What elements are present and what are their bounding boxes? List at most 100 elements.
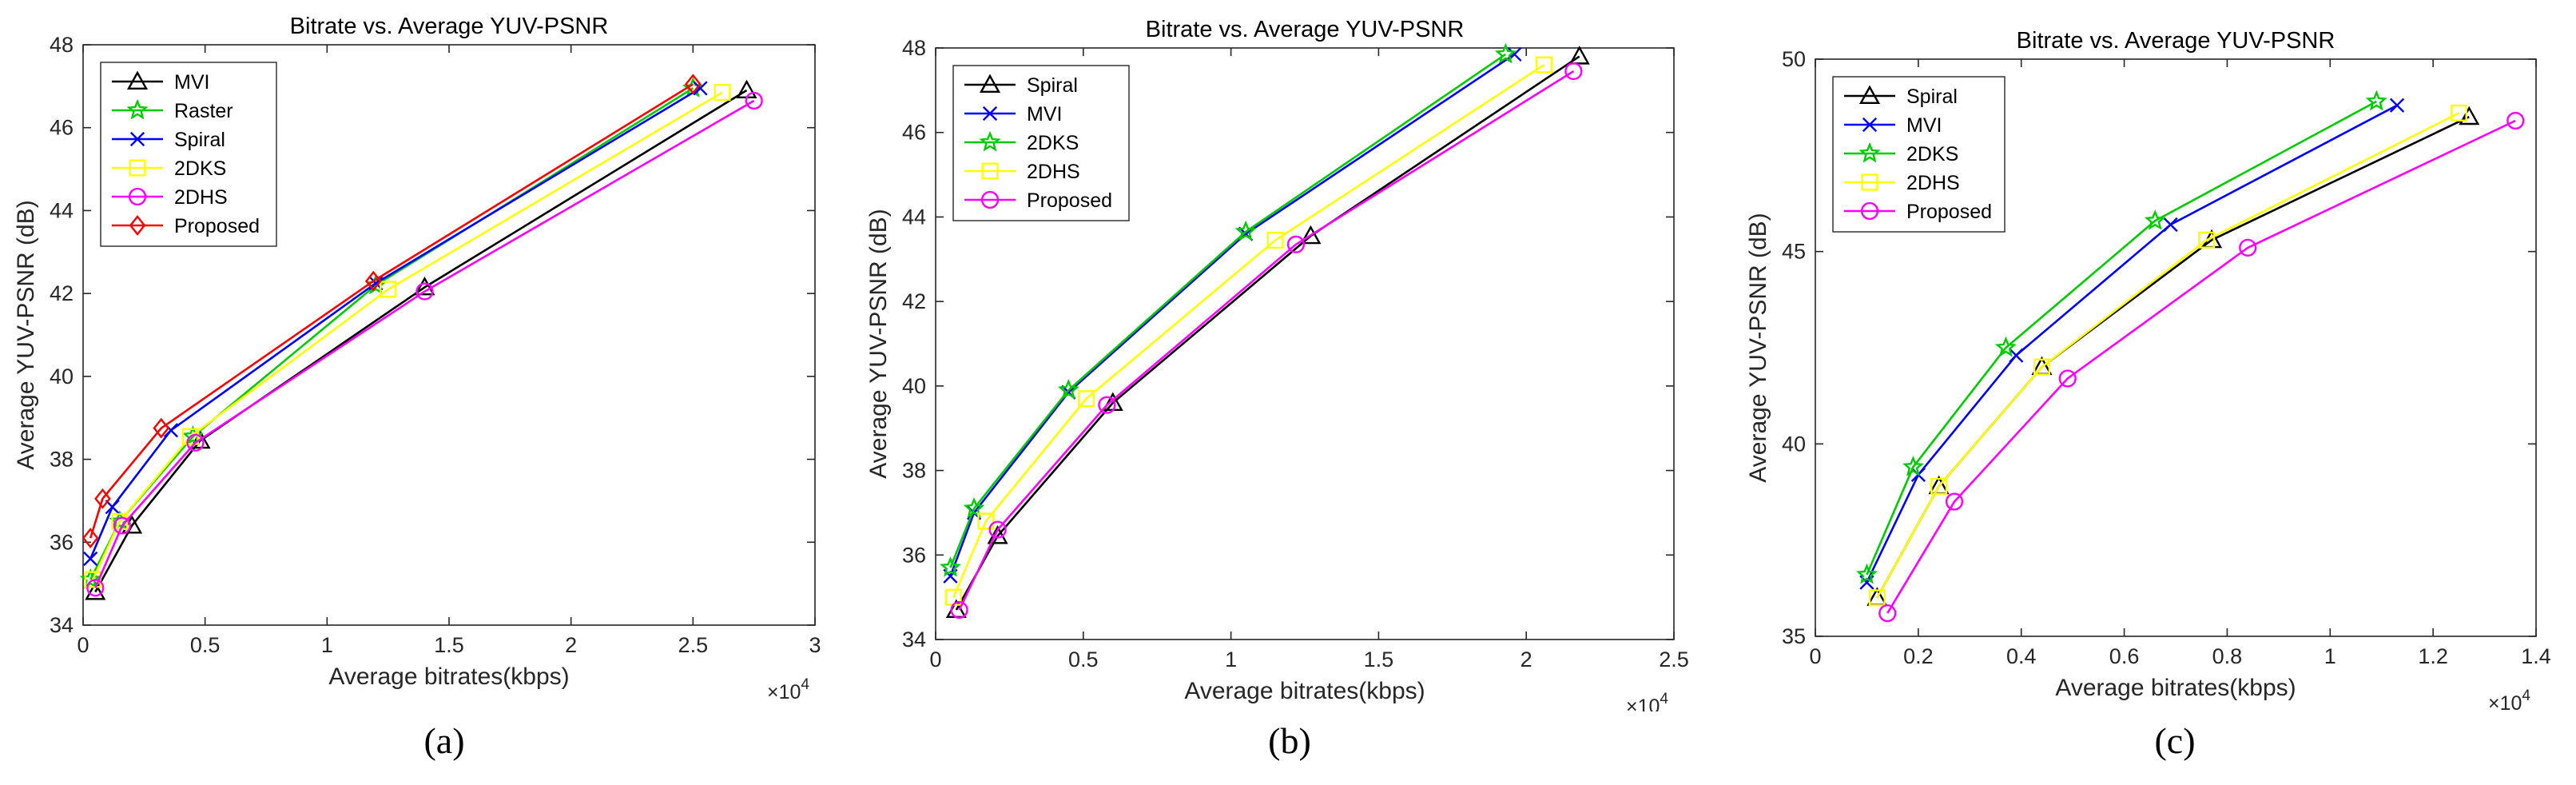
x-tick-label: 1	[321, 633, 333, 657]
y-tick-label: 44	[902, 205, 926, 229]
y-tick-label: 36	[902, 543, 926, 567]
legend-entry: Spiral	[174, 129, 225, 151]
data-point	[963, 497, 985, 518]
legend-entry: Spiral	[1906, 86, 1958, 108]
series-spiral	[83, 81, 708, 567]
y-axis-label: Average YUV-PSNR (dB)	[13, 200, 39, 469]
data-point	[1568, 46, 1590, 65]
chart-title: Bitrate vs. Average YUV-PSNR	[290, 14, 609, 39]
y-tick-label: 48	[50, 33, 74, 57]
series-line	[94, 99, 755, 588]
series-line	[949, 53, 1507, 568]
series-line	[89, 83, 694, 539]
series-line	[958, 70, 1574, 611]
x-tick-label: 2	[1521, 648, 1532, 671]
x-tick-label: 0.5	[190, 633, 221, 657]
x-tick-label: 1.5	[434, 633, 464, 657]
data-point	[1494, 42, 1517, 64]
series-proposed	[950, 62, 1583, 620]
data-point	[2506, 111, 2525, 130]
series-2dhs	[86, 91, 763, 597]
data-point	[950, 600, 968, 620]
chart-title: Bitrate vs. Average YUV-PSNR	[1146, 17, 1465, 42]
y-tick-label: 34	[50, 613, 74, 637]
data-point	[85, 581, 106, 600]
data-point	[2058, 369, 2077, 388]
data-point	[940, 556, 961, 577]
series-line	[1886, 119, 2516, 614]
x-tick-label: 0	[929, 648, 941, 671]
legend-entry: 2DHS	[1027, 161, 1080, 183]
data-point	[1535, 56, 1552, 74]
chart-title: Bitrate vs. Average YUV-PSNR	[2017, 28, 2335, 54]
legend-marker	[1860, 201, 1879, 221]
y-tick-label: 46	[902, 121, 926, 145]
legend-entry: 2DKS	[1906, 143, 1958, 165]
x-tick-label: 1	[2324, 644, 2336, 668]
data-point	[105, 500, 120, 515]
y-tick-label: 48	[902, 36, 926, 60]
y-tick-label: 38	[902, 459, 926, 483]
x-tick-label: 0	[77, 633, 89, 657]
x-tick-label: 0.8	[2212, 644, 2243, 668]
caption-b: (b)	[1268, 720, 1311, 761]
data-point	[2198, 231, 2216, 249]
data-point	[2450, 104, 2467, 122]
data-point	[414, 276, 435, 296]
data-point	[745, 91, 763, 110]
y-tick-label: 42	[902, 289, 926, 313]
x-exponent-label: ×104	[2488, 687, 2530, 711]
y-tick-label: 42	[50, 281, 74, 305]
x-tick-label: 1.2	[2418, 644, 2448, 668]
legend-entry: 2DHS	[1906, 172, 1960, 194]
legend-marker	[979, 74, 1001, 94]
data-point	[1077, 390, 1095, 408]
data-point	[1300, 225, 1322, 245]
chart-a: Bitrate vs. Average YUV-PSNR 0 0.5 1 1.5 2 2.5…	[13, 14, 821, 703]
y-axis-label: Average YUV-PSNR (dB)	[865, 209, 892, 478]
x-axis-label: Average bitrates(kbps)	[2055, 675, 2296, 701]
legend-marker	[1858, 141, 1881, 163]
x-tick-label: 2.5	[1659, 648, 1689, 671]
legend-marker	[981, 162, 999, 180]
data-point	[1234, 220, 1257, 241]
legend-marker	[1862, 117, 1878, 133]
series-2dks	[1856, 90, 2387, 584]
data-point	[2009, 348, 2024, 363]
legend-entry: Raster	[174, 100, 233, 122]
legend-entry: 2DHS	[174, 186, 228, 209]
y-tick-label: 38	[50, 448, 74, 472]
legend: Spiral MVI 2DKS 2DHS Proposed	[1832, 76, 2006, 233]
legend-marker	[128, 187, 147, 206]
x-axis-label: Average bitrates(kbps)	[1184, 678, 1425, 704]
chart-c: Bitrate vs. Average YUV-PSNR 0 0.2 0.4 0.6 0.…	[1745, 28, 2551, 711]
data-point	[1902, 456, 1924, 476]
data-point	[1856, 563, 1878, 584]
x-tick-label: 0	[1809, 644, 1821, 668]
legend-box	[100, 62, 277, 247]
legend-marker	[1861, 173, 1878, 191]
data-point	[1266, 231, 1284, 249]
data-point	[81, 528, 99, 549]
data-point	[1868, 589, 1886, 607]
data-point	[977, 512, 995, 530]
caption-a: (a)	[423, 720, 465, 761]
data-point	[1930, 477, 1948, 495]
caption-c: (c)	[2154, 720, 2196, 761]
data-point	[2459, 106, 2480, 126]
chart-b: Bitrate vs. Average YUV-PSNR 0 0.5 1 1.5 2 2.5…	[865, 17, 1689, 711]
legend-entry: MVI	[1027, 103, 1062, 126]
x-tick-label: 3	[809, 633, 821, 657]
series-2dhs	[944, 56, 1552, 606]
series-2dhs	[1868, 104, 2467, 607]
legend-entry: MVI	[174, 71, 209, 94]
series-line	[1876, 112, 2459, 599]
x-axis-label: Average bitrates(kbps)	[328, 663, 569, 690]
data-point	[153, 417, 170, 439]
y-tick-label: 35	[1782, 624, 1806, 648]
data-point	[186, 433, 205, 452]
x-tick-label: 2	[565, 633, 577, 657]
legend-entry: Spiral	[1027, 74, 1078, 97]
data-point	[365, 270, 382, 292]
